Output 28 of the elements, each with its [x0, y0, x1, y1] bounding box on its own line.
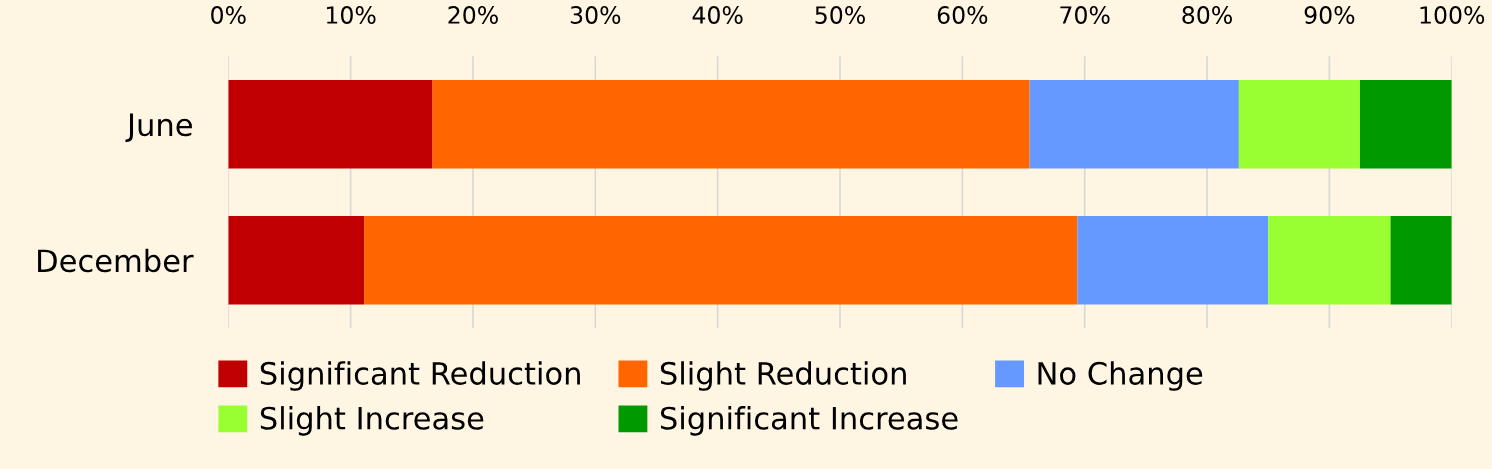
legend-label: Significant Reduction: [260, 361, 580, 391]
x-tick-label: 30%: [570, 6, 621, 24]
legend-label: Significant Increase: [660, 406, 958, 436]
x-tick-label: 20%: [448, 6, 498, 24]
bar: [1268, 216, 1391, 305]
y-tick-label: June: [125, 113, 192, 143]
x-tick-label: 40%: [692, 6, 743, 24]
y-tick-label: December: [38, 248, 194, 273]
legend-label: No Change: [1038, 361, 1203, 391]
legend-label: Slight Reduction: [660, 361, 906, 391]
bar: [228, 216, 365, 305]
bar: [1390, 216, 1452, 305]
bar: [228, 80, 433, 169]
bar: [1029, 80, 1239, 169]
bar: [1238, 80, 1360, 169]
legend-label: Slight Increase: [260, 406, 484, 436]
x-tick-label: 70%: [1060, 6, 1110, 24]
bar: [364, 216, 1078, 305]
x-tick-label: 0%: [211, 6, 246, 24]
x-tick-label: 100%: [1420, 6, 1485, 24]
x-tick-label: 10%: [326, 6, 376, 24]
x-tick-label: 80%: [1182, 6, 1232, 24]
bar: [1077, 216, 1269, 305]
x-tick-label: 50%: [815, 6, 865, 24]
bar: [1359, 80, 1452, 169]
x-tick-label: 90%: [1304, 6, 1355, 24]
x-tick-label: 60%: [937, 6, 988, 24]
bar: [432, 80, 1030, 169]
